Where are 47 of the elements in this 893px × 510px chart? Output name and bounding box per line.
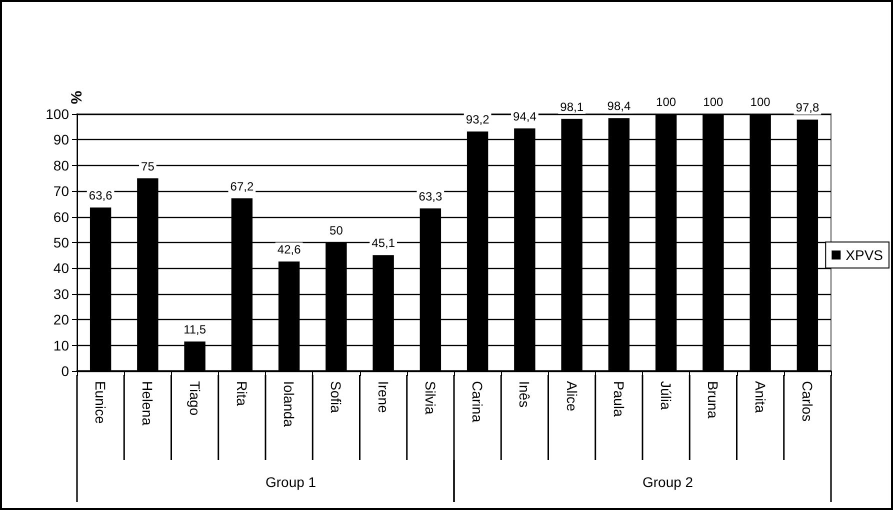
text: Group 2 — [642, 474, 694, 490]
x-tick-label: Carlos — [799, 381, 816, 422]
y-tick-label: 40 — [53, 260, 70, 276]
legend-label: XPVS — [846, 247, 884, 263]
y-tick-label: 50 — [53, 234, 70, 250]
data-label: 67,2 — [230, 179, 254, 194]
y-tick-label: 90 — [53, 132, 70, 148]
data-label: 45,1 — [372, 236, 396, 250]
data-label: 97,8 — [796, 100, 820, 115]
y-tick-label: 100 — [46, 106, 70, 122]
x-tick-label: Silvia — [422, 381, 438, 415]
y-tick-label: 20 — [53, 312, 70, 328]
x-tick-label: Rita — [234, 381, 250, 406]
data-label: 50 — [330, 224, 344, 238]
x-tick-label: Anita — [752, 381, 768, 414]
x-tick-label: Sofia — [328, 381, 344, 414]
x-tick-label: Bruna — [705, 381, 722, 419]
text: Group 1 — [265, 474, 316, 490]
data-label: 93,2 — [466, 112, 490, 126]
y-axis-title: % — [68, 90, 86, 104]
x-tick-label: Helena — [140, 381, 156, 426]
x-tick-label: Inês — [516, 381, 533, 408]
data-label: 94,4 — [513, 109, 537, 124]
x-tick-label: Iolanda — [281, 381, 298, 428]
y-tick-label: 80 — [53, 157, 70, 174]
data-label: 63,3 — [418, 189, 442, 204]
data-label: 42,6 — [277, 242, 302, 257]
data-label: 100 — [750, 95, 771, 109]
y-tick-label: 10 — [53, 337, 70, 354]
data-label: 63,6 — [88, 188, 113, 203]
data-label: 100 — [656, 95, 676, 109]
data-label: 11,5 — [184, 322, 206, 336]
x-tick-label: Tiago — [186, 381, 203, 416]
x-tick-label: Júlia — [658, 381, 674, 410]
data-label: 98,1 — [560, 100, 584, 114]
x-tick-label: Alice — [564, 381, 580, 412]
data-label: 100 — [703, 95, 724, 109]
data-label: 98,4 — [607, 99, 631, 114]
x-tick-label: Irene — [375, 381, 392, 414]
y-tick-label: 70 — [53, 183, 70, 200]
x-tick-label: Paula — [610, 381, 627, 418]
y-tick-label: 30 — [53, 286, 70, 302]
data-label: 75 — [141, 159, 155, 174]
x-tick-label: Eunice — [92, 381, 109, 424]
x-tick-label: Carina — [470, 381, 486, 422]
y-tick-label: 0 — [61, 363, 70, 379]
y-tick-label: 60 — [53, 208, 70, 225]
